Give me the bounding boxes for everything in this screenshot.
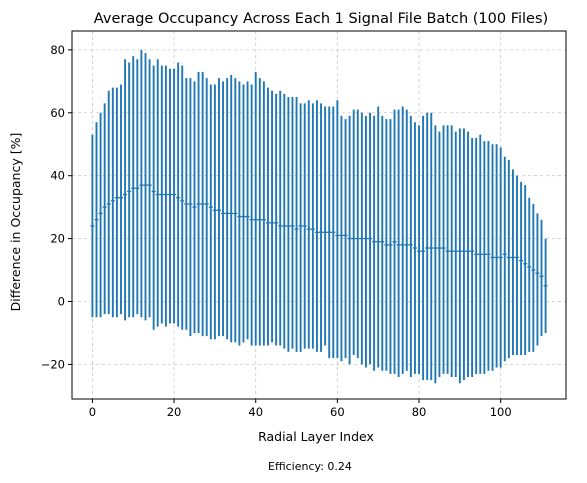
error-bars: [91, 49, 547, 384]
x-tick-label: 60: [330, 405, 345, 419]
x-tick-label: 20: [167, 405, 182, 419]
y-tick-label: 20: [50, 232, 65, 246]
mean-markers: [90, 184, 548, 287]
x-tick-label: 40: [248, 405, 263, 419]
chart-title: Average Occupancy Across Each 1 Signal F…: [94, 11, 548, 27]
x-tick-label: 0: [89, 405, 96, 419]
y-tick-label: 40: [50, 169, 65, 183]
x-axis-label: Radial Layer Index: [258, 429, 374, 444]
y-tick-label: 60: [50, 106, 65, 120]
y-tick-label: −20: [41, 357, 65, 371]
efficiency-note: Efficiency: 0.24: [268, 460, 352, 473]
plot-frame: [71, 30, 567, 400]
y-axis-ticks: −20 0 20 40 60 80: [41, 43, 72, 371]
y-axis-label: Difference in Occupancy [%]: [8, 133, 23, 312]
y-tick-label: 80: [50, 43, 65, 57]
x-tick-label: 80: [412, 405, 427, 419]
x-axis-ticks: 0 20 40 60 80 100: [89, 399, 512, 419]
x-tick-label: 100: [490, 405, 512, 419]
y-tick-label: 0: [58, 294, 65, 308]
